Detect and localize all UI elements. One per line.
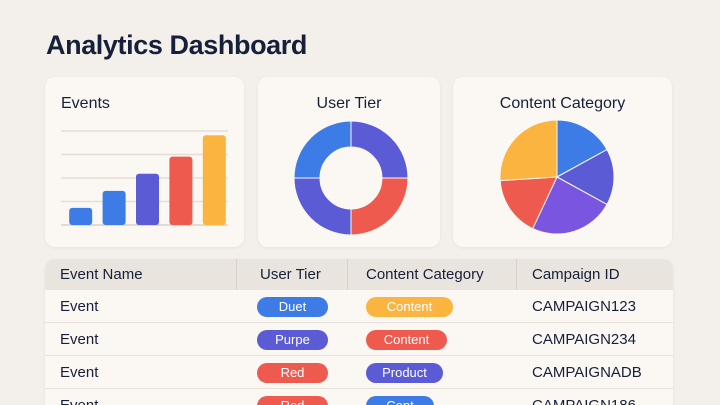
pie-slice: [499, 119, 558, 182]
user-tier-badge: Duet: [257, 297, 328, 317]
column-header-user-tier[interactable]: User Tier: [260, 266, 321, 283]
pie-slice: [555, 148, 615, 206]
user-tier-donut-chart: [293, 120, 409, 236]
pie-slice: [293, 177, 352, 236]
user-tier-badge: Red: [257, 363, 328, 383]
content-category-badge: Cont: [366, 396, 434, 405]
table-header: Event Name User Tier Content Category Ca…: [45, 259, 673, 290]
column-divider: [516, 259, 517, 290]
user-tier-badge: Purpe: [257, 330, 328, 350]
campaign-id-cell: CAMPAIGN186: [532, 397, 636, 405]
bar: [102, 190, 126, 225]
table-row[interactable]: Event Red Cont CAMPAIGN186: [45, 389, 673, 405]
bar: [136, 173, 159, 225]
event-name-cell: Event: [60, 331, 99, 348]
events-table: Event Name User Tier Content Category Ca…: [45, 259, 673, 405]
pie-slice: [350, 120, 409, 179]
user-tier-chart-title: User Tier: [316, 95, 382, 112]
column-header-content-category[interactable]: Content Category: [366, 266, 484, 283]
campaign-id-cell: CAMPAIGN123: [532, 298, 636, 315]
bar: [169, 156, 193, 225]
event-name-cell: Event: [60, 298, 99, 315]
content-category-chart-title: Content Category: [499, 95, 626, 112]
pie-slice: [293, 120, 352, 179]
content-category-badge: Content: [366, 330, 447, 350]
content-category-badge: Product: [366, 363, 443, 383]
event-name-cell: Event: [60, 397, 98, 405]
column-divider: [347, 259, 348, 290]
table-row[interactable]: Event Red Product CAMPAIGNADB: [45, 356, 673, 389]
events-chart-title: Events: [61, 95, 110, 112]
pie-slice: [556, 119, 608, 178]
bar: [202, 135, 226, 225]
events-chart-card: Events: [45, 77, 244, 247]
column-header-campaign-id[interactable]: Campaign ID: [532, 266, 620, 283]
campaign-id-cell: CAMPAIGNADB: [532, 364, 642, 381]
events-bar-chart: [61, 130, 228, 226]
column-divider: [236, 259, 237, 290]
pie-slice: [532, 176, 608, 235]
content-category-badge: Content: [366, 297, 453, 317]
page-title: Analytics Dashboard: [46, 30, 307, 60]
user-tier-chart-card: User Tier: [258, 77, 440, 247]
content-category-pie-chart: [499, 119, 615, 235]
event-name-cell: Event: [60, 364, 99, 381]
pie-slice: [499, 176, 558, 230]
bar: [69, 207, 93, 225]
table-row[interactable]: Event Purpe Content CAMPAIGN234: [45, 323, 673, 356]
table-row[interactable]: Event Duet Content CAMPAIGN123: [45, 290, 673, 323]
pie-slice: [350, 177, 409, 236]
campaign-id-cell: CAMPAIGN234: [532, 331, 636, 348]
column-header-event-name[interactable]: Event Name: [60, 266, 143, 283]
user-tier-badge: Red: [257, 396, 328, 405]
content-category-chart-card: Content Category: [453, 77, 672, 247]
